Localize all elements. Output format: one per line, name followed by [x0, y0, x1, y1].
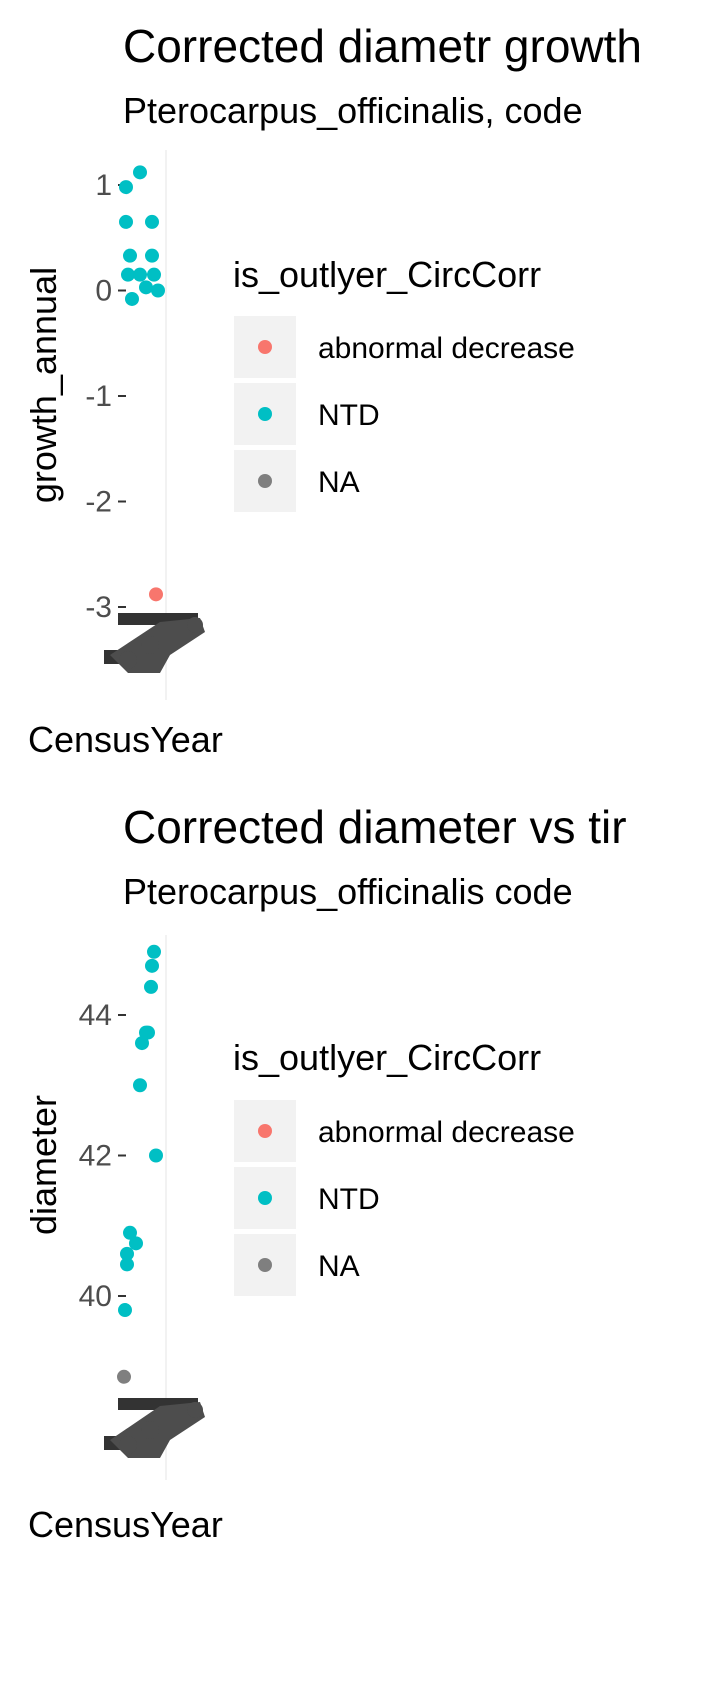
data-point	[145, 214, 159, 229]
data-points	[119, 165, 165, 602]
overlapping-label-blob	[104, 1398, 205, 1458]
overlapping-label-blob	[104, 613, 205, 673]
data-point	[123, 248, 137, 263]
data-point	[139, 280, 153, 295]
x-axis-title: CensusYear	[28, 1504, 223, 1545]
data-point	[133, 165, 147, 180]
y-tick-label: 1	[95, 169, 112, 202]
data-point	[120, 1257, 134, 1272]
y-axis-title: diameter	[23, 1095, 64, 1235]
y-axis: 44 42 40	[79, 999, 126, 1313]
legend-label: NA	[318, 466, 360, 499]
data-point	[129, 1236, 143, 1251]
legend-marker	[258, 474, 272, 488]
data-point	[149, 1148, 163, 1163]
data-point	[145, 248, 159, 263]
data-point	[117, 1369, 131, 1384]
y-tick-label: 40	[79, 1280, 112, 1313]
y-tick-label: -1	[85, 380, 112, 413]
legend-title: is_outlyer_CircCorr	[233, 1037, 541, 1078]
data-point	[118, 1303, 132, 1318]
legend-marker	[258, 1124, 272, 1138]
legend-entries: abnormal decrease NTD NA	[234, 1100, 575, 1296]
data-point	[139, 1025, 153, 1040]
data-point	[144, 979, 158, 994]
y-tick-label: 0	[95, 275, 112, 308]
chart-title: Corrected diameter vs tir	[123, 801, 627, 853]
data-point	[149, 587, 163, 602]
y-tick-label: 42	[79, 1140, 112, 1173]
y-tick-label: -2	[85, 486, 112, 519]
legend-marker	[258, 1191, 272, 1205]
data-point	[119, 180, 133, 195]
data-point	[135, 1036, 149, 1051]
chart-panel-diameter: Corrected diameter vs tir Pterocarpus_of…	[23, 801, 627, 1545]
data-point	[125, 291, 139, 306]
legend-label: NTD	[318, 1183, 380, 1216]
data-point	[133, 267, 147, 282]
data-point	[123, 1225, 137, 1240]
data-points	[117, 944, 163, 1384]
y-axis-title: growth_annual	[23, 267, 64, 503]
data-point	[147, 944, 161, 959]
data-point	[133, 1078, 147, 1093]
y-tick-label: -3	[85, 591, 112, 624]
chart-title: Corrected diametr growth	[123, 20, 642, 72]
legend-label: NA	[318, 1250, 360, 1283]
legend-label: abnormal decrease	[318, 332, 575, 365]
chart-subtitle: Pterocarpus_officinalis, code	[123, 90, 583, 131]
chart-panel-growth: Corrected diametr growth Pterocarpus_off…	[23, 20, 642, 760]
data-point	[119, 214, 133, 229]
legend: is_outlyer_CircCorr abnormal decrease NTD…	[233, 254, 575, 512]
y-axis: 1 0 -1 -2 -3	[85, 169, 126, 624]
legend-marker	[258, 340, 272, 354]
legend-marker	[258, 407, 272, 421]
legend-entries: abnormal decrease NTD NA	[234, 316, 575, 512]
data-point	[121, 267, 135, 282]
data-point	[145, 958, 159, 973]
legend: is_outlyer_CircCorr abnormal decrease NTD…	[233, 1037, 575, 1296]
data-point	[151, 283, 165, 298]
y-tick-label: 44	[79, 999, 112, 1032]
legend-label: NTD	[318, 399, 380, 432]
data-point	[120, 1246, 134, 1261]
legend-title: is_outlyer_CircCorr	[233, 254, 541, 295]
legend-label: abnormal decrease	[318, 1116, 575, 1149]
chart-subtitle: Pterocarpus_officinalis code	[123, 871, 573, 912]
x-axis-title: CensusYear	[28, 719, 223, 760]
legend-marker	[258, 1258, 272, 1272]
data-point	[147, 267, 161, 282]
